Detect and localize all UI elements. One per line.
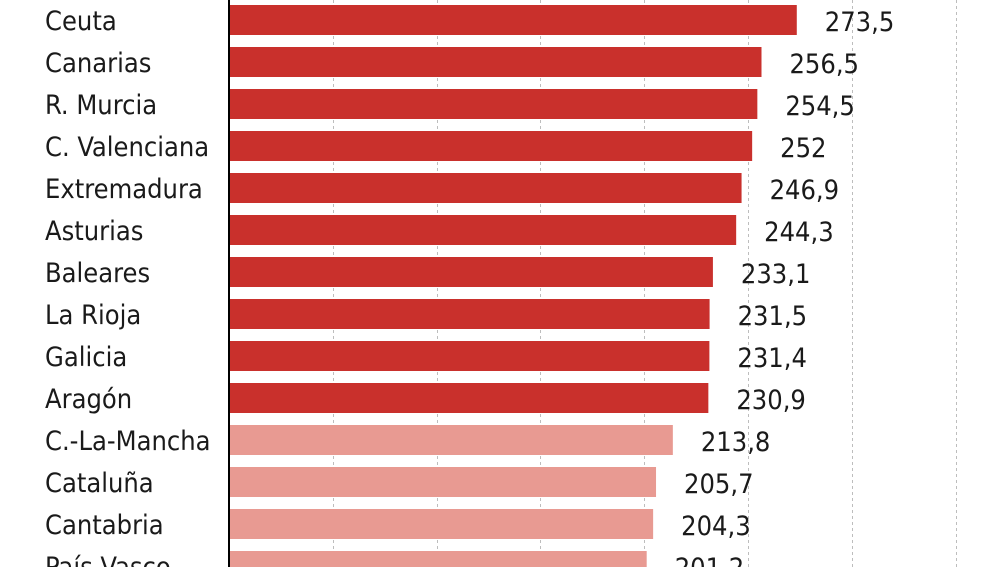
category-label: Aragón [45, 384, 132, 415]
value-label: 246,9 [770, 175, 840, 206]
bars [229, 5, 797, 567]
value-label: 201,2 [675, 553, 745, 567]
category-label: Galicia [45, 342, 127, 373]
bar [229, 509, 654, 539]
value-label: 231,5 [738, 301, 808, 332]
value-label: 244,3 [764, 217, 834, 248]
category-labels: Ceuta Canarias R. Murcia C. Valenciana Extre… [45, 6, 211, 567]
bar [229, 47, 762, 77]
value-label: 252 [780, 133, 826, 164]
value-label: 254,5 [785, 91, 855, 122]
category-label: País Vasco [45, 552, 171, 567]
value-label: 230,9 [736, 385, 806, 416]
category-label: C. Valenciana [45, 132, 209, 163]
bar [229, 257, 713, 287]
bar [229, 131, 753, 161]
bar [229, 467, 657, 497]
category-label: C.-La-Mancha [45, 426, 211, 457]
value-label: 256,5 [789, 49, 859, 80]
category-label: Asturias [45, 216, 143, 247]
bar [229, 341, 710, 371]
category-label: Ceuta [45, 6, 117, 37]
category-label: Cantabria [45, 510, 164, 541]
bar [229, 215, 737, 245]
value-label: 213,8 [701, 427, 771, 458]
category-label: Canarias [45, 48, 151, 79]
bar [229, 383, 709, 413]
bar [229, 551, 647, 567]
category-label: Cataluña [45, 468, 154, 499]
bar [229, 173, 742, 203]
category-label: La Rioja [45, 300, 141, 331]
bar [229, 299, 710, 329]
category-label: Baleares [45, 258, 150, 289]
bar [229, 5, 797, 35]
value-label: 204,3 [681, 511, 751, 542]
category-label: Extremadura [45, 174, 203, 205]
value-label: 233,1 [741, 259, 811, 290]
value-labels: 273,5 256,5 254,5 252 246,9 244,3 233,1 231,5 23… [675, 7, 895, 567]
value-label: 273,5 [825, 7, 895, 38]
bar [229, 425, 673, 455]
category-label: R. Murcia [45, 90, 157, 121]
value-label: 205,7 [684, 469, 754, 500]
bar [229, 89, 758, 119]
value-label: 231,4 [737, 343, 807, 374]
